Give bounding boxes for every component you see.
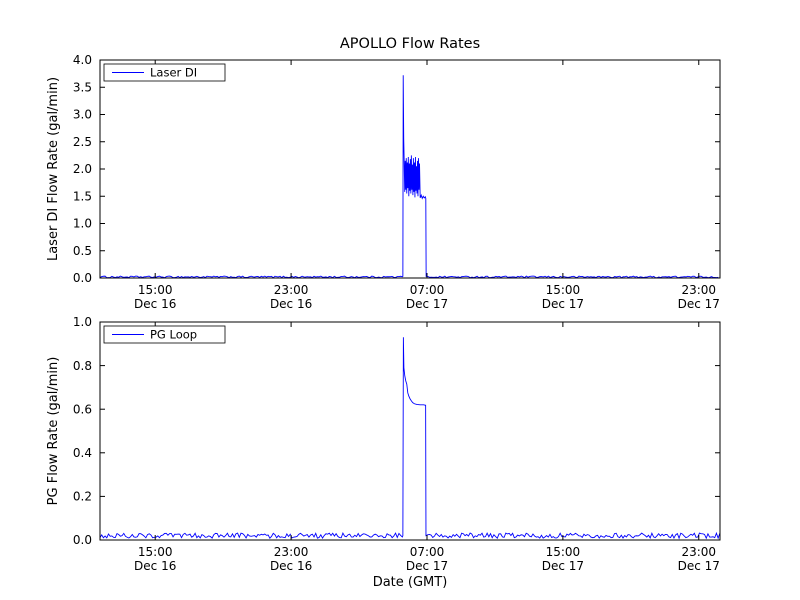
- y-tick-label: 0.8: [73, 359, 92, 373]
- y-tick-label: 1.0: [73, 315, 92, 329]
- series-line-pg-loop: [99, 337, 721, 540]
- legend: PG Loop: [103, 325, 226, 344]
- y-tick-label: 0.5: [73, 244, 92, 258]
- legend-box: [103, 325, 226, 344]
- x-axis-label: Date (GMT): [373, 575, 448, 590]
- x-tick-time-label: 23:00: [274, 283, 309, 297]
- x-tick-time-label: 15:00: [138, 283, 173, 297]
- y-tick-label: 1.5: [73, 189, 92, 203]
- x-tick-date-label: Dec 16: [134, 559, 176, 573]
- y-tick-label: 0.0: [73, 533, 92, 547]
- x-tick-date-label: Dec 16: [134, 297, 176, 311]
- y-tick-label: 0.0: [73, 271, 92, 285]
- x-tick-time-label: 07:00: [410, 283, 445, 297]
- x-tick-date-label: Dec 17: [678, 297, 720, 311]
- series-line-laser-di: [99, 75, 719, 279]
- y-tick-label: 4.0: [73, 53, 92, 67]
- x-tick-date-label: Dec 16: [270, 297, 312, 311]
- y-tick-label: 1.0: [73, 217, 92, 231]
- bottom-y-axis-label: PG Flow Rate (gal/min): [46, 357, 61, 506]
- y-tick-label: 3.5: [73, 80, 92, 94]
- x-tick-date-label: Dec 17: [678, 559, 720, 573]
- y-tick-label: 0.2: [73, 490, 92, 504]
- x-tick-time-label: 15:00: [138, 545, 173, 559]
- top-y-axis-label: Laser DI Flow Rate (gal/min): [46, 77, 61, 261]
- x-tick-time-label: 23:00: [681, 545, 716, 559]
- x-tick-time-label: 07:00: [410, 545, 445, 559]
- legend-box: [103, 63, 226, 82]
- x-tick-time-label: 23:00: [274, 545, 309, 559]
- legend: Laser DI: [103, 63, 226, 82]
- y-tick-label: 0.4: [73, 446, 92, 460]
- y-tick-label: 0.6: [73, 402, 92, 416]
- x-tick-date-label: Dec 17: [542, 559, 584, 573]
- x-tick-time-label: 15:00: [546, 283, 581, 297]
- legend-label: PG Loop: [150, 328, 197, 342]
- x-tick-time-label: 23:00: [681, 283, 716, 297]
- x-tick-date-label: Dec 17: [542, 297, 584, 311]
- y-tick-label: 2.5: [73, 135, 92, 149]
- x-tick-date-label: Dec 16: [270, 559, 312, 573]
- x-tick-time-label: 15:00: [546, 545, 581, 559]
- axes-frame: [99, 321, 721, 541]
- figure-title: APOLLO Flow Rates: [340, 36, 480, 52]
- y-tick-label: 3.0: [73, 108, 92, 122]
- y-tick-label: 2.0: [73, 162, 92, 176]
- x-tick-date-label: Dec 17: [406, 297, 448, 311]
- legend-label: Laser DI: [150, 66, 197, 80]
- x-tick-date-label: Dec 17: [406, 559, 448, 573]
